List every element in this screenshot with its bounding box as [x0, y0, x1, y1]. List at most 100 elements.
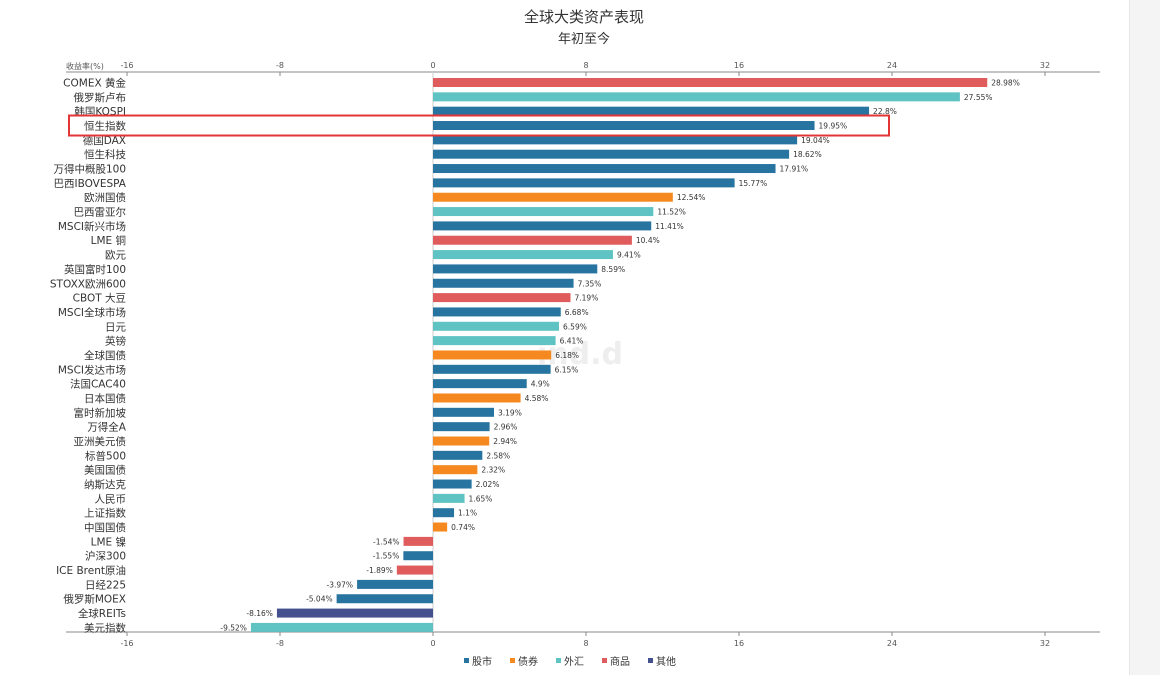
- value-label: 0.74%: [451, 523, 475, 532]
- value-label: 28.98%: [991, 79, 1020, 88]
- bar: [433, 422, 490, 432]
- tick-label-top: 0: [430, 61, 435, 70]
- bar: [433, 235, 632, 245]
- tick-label-bottom: 24: [887, 639, 897, 648]
- bar: [403, 551, 433, 561]
- value-label: 4.58%: [525, 394, 549, 403]
- bar: [396, 565, 433, 575]
- value-label: 22.8%: [873, 107, 897, 116]
- category-label: 美元指数: [84, 621, 126, 634]
- legend-swatch: [464, 658, 469, 663]
- bar: [433, 106, 870, 116]
- bar: [433, 479, 472, 489]
- bar: [336, 594, 433, 604]
- category-labels: COMEX 黄金俄罗斯卢布韩国KOSPI恒生指数德国DAX恒生科技万得中概股10…: [50, 77, 127, 635]
- category-label: 英国富时100: [64, 263, 126, 276]
- tick-label-top: 32: [1040, 61, 1050, 70]
- legend-label: 股市: [472, 655, 492, 668]
- bar: [433, 493, 465, 503]
- category-label: 恒生科技: [84, 148, 126, 161]
- category-label: 巴西雷亚尔: [74, 206, 127, 219]
- category-label: MSCI发达市场: [58, 363, 126, 376]
- tick-label-top: -8: [276, 61, 284, 70]
- tick-label-bottom: 32: [1040, 639, 1050, 648]
- category-label: LME 铜: [91, 235, 126, 247]
- legend-swatch: [556, 658, 561, 663]
- tick-label-bottom: 0: [430, 639, 435, 648]
- category-label: 富时新加坡: [74, 406, 127, 419]
- category-label: 人民币: [95, 493, 127, 505]
- bar-chart: 全球大类资产表现 年初至今 收益率(%) ind.d COMEX 黄金俄罗斯卢布…: [50, 8, 1100, 668]
- bar: [433, 379, 527, 389]
- bar: [433, 350, 552, 360]
- category-label: 亚洲美元债: [74, 435, 127, 448]
- bar: [403, 536, 433, 546]
- bar: [433, 364, 551, 374]
- value-label: -1.55%: [373, 552, 400, 561]
- category-label: 英镑: [105, 335, 126, 348]
- value-label: 4.9%: [531, 380, 550, 389]
- category-label: 日本国债: [84, 392, 126, 405]
- category-label: CBOT 大豆: [73, 292, 126, 305]
- category-label: 日元: [105, 321, 126, 333]
- value-label: 7.35%: [578, 279, 602, 288]
- value-label: 1.1%: [458, 509, 477, 518]
- bar: [433, 135, 798, 145]
- bar: [433, 293, 571, 303]
- category-label: MSCI全球市场: [58, 306, 126, 319]
- bar: [433, 250, 613, 260]
- bar: [433, 178, 735, 188]
- bar: [433, 149, 790, 159]
- value-label: 7.19%: [575, 294, 599, 303]
- bar: [433, 450, 483, 460]
- category-label: STOXX欧洲600: [50, 278, 126, 290]
- category-label: 纳斯达克: [84, 478, 126, 491]
- bar: [433, 192, 673, 202]
- value-labels: 28.98% 27.55% 22.8% 19.95% 19.04% 18.62% 17.91…: [220, 79, 1019, 633]
- value-label: 18.62%: [793, 150, 822, 159]
- bar: [433, 307, 561, 317]
- category-label: 万得中概股100: [53, 163, 126, 176]
- value-label: 19.95%: [819, 122, 848, 131]
- category-label: 中国国债: [84, 521, 126, 534]
- category-label: 日经225: [85, 578, 126, 591]
- value-label: 17.91%: [780, 165, 809, 174]
- value-label: 3.19%: [498, 408, 522, 417]
- value-label: 6.15%: [555, 365, 579, 374]
- bar: [433, 92, 960, 102]
- bar: [357, 579, 433, 589]
- value-label: 27.55%: [964, 93, 993, 102]
- bar: [433, 465, 478, 475]
- bar: [276, 608, 433, 618]
- bar: [433, 336, 556, 346]
- value-label: 6.18%: [555, 351, 579, 360]
- category-label: 上证指数: [84, 507, 126, 520]
- value-label: -9.52%: [220, 623, 247, 632]
- tick-label-bottom: -16: [120, 639, 133, 648]
- category-label: 俄罗斯MOEX: [63, 593, 126, 606]
- bar: [433, 221, 652, 231]
- value-label: -1.89%: [366, 566, 393, 575]
- category-label: 美国国债: [84, 464, 126, 477]
- category-label: 德国DAX: [83, 134, 126, 147]
- category-label: 法国CAC40: [70, 378, 126, 391]
- bar: [433, 393, 521, 403]
- bar: [433, 508, 455, 518]
- tick-label-top: 24: [887, 61, 897, 70]
- bar: [433, 164, 776, 174]
- value-label: 2.58%: [486, 451, 510, 460]
- bar: [433, 264, 598, 274]
- tick-label-bottom: 8: [583, 639, 588, 648]
- value-label: 11.52%: [657, 208, 686, 217]
- category-label: MSCI新兴市场: [58, 220, 126, 233]
- category-label: 巴西IBOVESPA: [53, 178, 126, 190]
- bar: [433, 121, 815, 131]
- legend-label: 债券: [518, 655, 538, 668]
- bar: [433, 207, 654, 217]
- legend-swatch: [648, 658, 653, 663]
- value-label: 9.41%: [617, 251, 641, 260]
- highlight-box: [68, 114, 890, 137]
- scrollbar-strip[interactable]: [1129, 0, 1160, 675]
- legend-label: 商品: [610, 655, 630, 668]
